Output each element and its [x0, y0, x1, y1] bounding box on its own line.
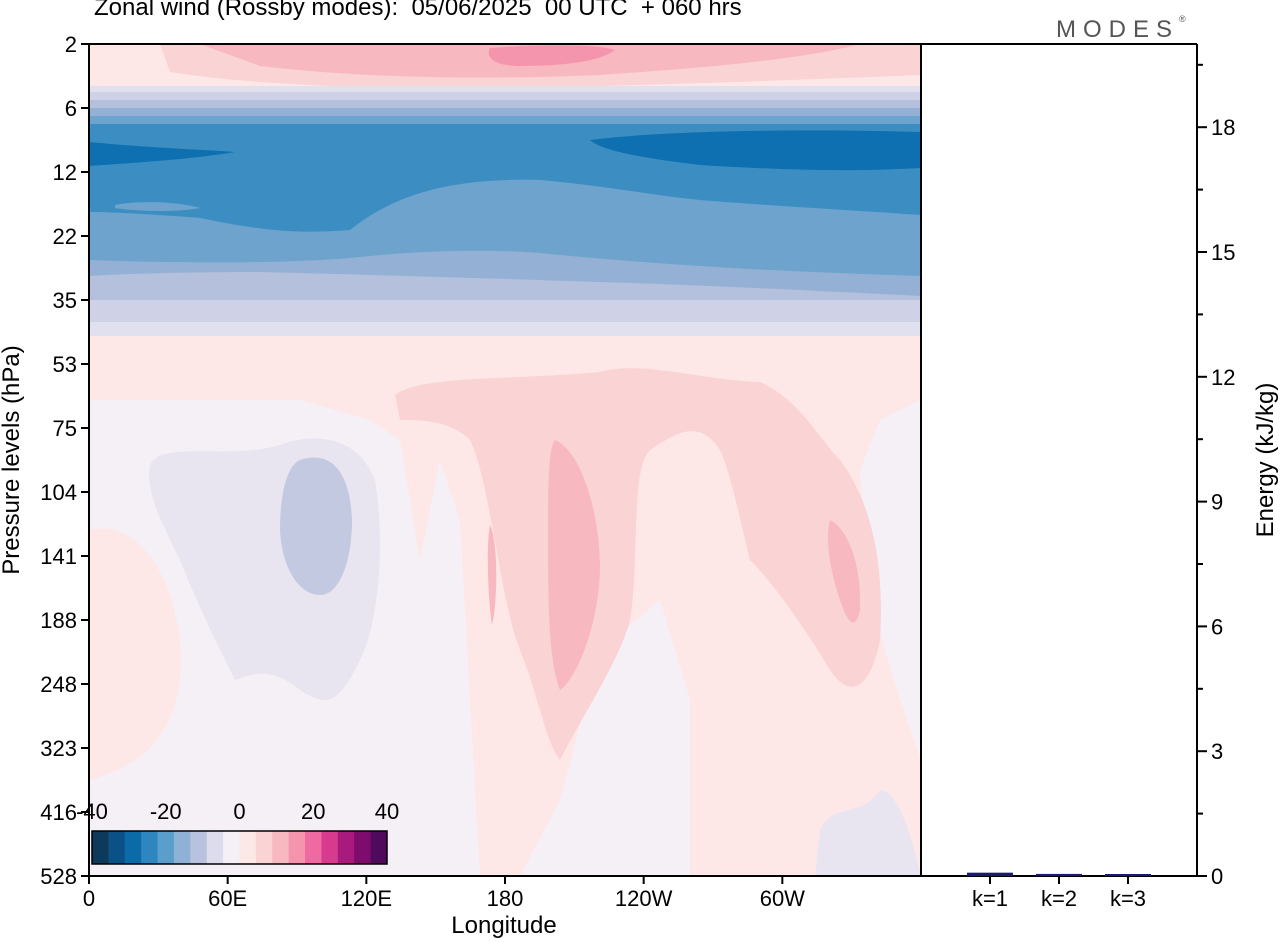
energy-tick-label: 9: [1211, 490, 1223, 515]
contour-weak-west-1: [89, 330, 921, 876]
y-tick-label: 75: [53, 416, 77, 441]
y-tick-label: 248: [40, 672, 77, 697]
colorbar-tick-label: 40: [375, 799, 399, 824]
contour-east-2: [280, 457, 352, 595]
energy-tick-label: 18: [1211, 115, 1235, 140]
chart-title: Zonal wind (Rossby modes): 05/06/2025 00…: [94, 0, 742, 21]
contour-east-band-8: [115, 202, 200, 211]
registered-mark: ®: [1179, 14, 1186, 24]
colorbar-tick-label: -20: [150, 799, 182, 824]
x-axis-label: Longitude: [451, 912, 557, 939]
energy-tick-label: 3: [1211, 739, 1223, 764]
x-tick-label: 120W: [615, 886, 673, 911]
bar-label: k=3: [1110, 886, 1146, 911]
x-tick-label: 120E: [341, 886, 392, 911]
colorbar-swatch: [337, 831, 355, 864]
y-tick-label: 416: [40, 800, 77, 825]
colorbar-swatch: [272, 831, 290, 864]
colorbar-swatch: [370, 831, 388, 864]
colorbar: -40 -20 0 20 40: [76, 799, 399, 865]
colorbar-swatch: [157, 831, 175, 864]
colorbar-swatch: [124, 831, 142, 864]
y-tick-label: 2: [65, 32, 77, 57]
y-tick-label: 53: [53, 352, 77, 377]
colorbar-swatch: [173, 831, 191, 864]
contour-weak-east-2: [815, 790, 921, 876]
energy-tick-label: 12: [1211, 365, 1235, 390]
contour-west-3c: [487, 525, 497, 625]
y-tick-label: 323: [40, 736, 77, 761]
colorbar-swatch: [288, 831, 306, 864]
colorbar-tick-label: 20: [301, 799, 325, 824]
colorbar-swatch: [108, 831, 126, 864]
energy-tick-label: 15: [1211, 240, 1235, 265]
colorbar-swatch: [354, 831, 372, 864]
logo-text: MODES: [1056, 16, 1180, 43]
zonal-wind-field: [89, 44, 921, 876]
contour-east-band-6: [89, 142, 235, 166]
modes-logo: MODES®: [1056, 14, 1186, 44]
energy-bar: [967, 872, 1013, 876]
x-tick-label: 180: [487, 886, 524, 911]
contour-weak-west-2: [89, 528, 181, 780]
contour-west-2: [395, 368, 881, 760]
x-tick-label: 60E: [208, 886, 247, 911]
bar-label: k=1: [972, 886, 1008, 911]
pressure-ticks: 2 6 12 22 35 53 75 104 141 188 248 323 416 528: [40, 32, 89, 889]
contour-strat-3: [488, 45, 615, 66]
y-tick-label: 188: [40, 608, 77, 633]
y-tick-label: 6: [65, 96, 77, 121]
energy-bar: [1105, 874, 1151, 876]
energy-ticks: 0 3 6 9 12 15 18: [1197, 63, 1235, 889]
colorbar-swatch: [206, 831, 224, 864]
colorbar-frame: [91, 830, 388, 865]
contour-west-3a: [548, 440, 600, 690]
energy-tick-label: 6: [1211, 614, 1223, 639]
bar-label: k=2: [1041, 886, 1077, 911]
y-tick-label: 22: [53, 224, 77, 249]
y-tick-label: 12: [53, 160, 77, 185]
contour-west-3b: [828, 520, 861, 623]
colorbar-swatch: [239, 831, 257, 864]
y-tick-label: 104: [40, 480, 77, 505]
colorbar-swatch: [223, 831, 240, 864]
colorbar-swatch: [255, 831, 273, 864]
y-tick-label: 35: [53, 288, 77, 313]
y-tick-label: 141: [40, 544, 77, 569]
x-tick-label: 60W: [760, 886, 805, 911]
energy-bar: [1036, 873, 1082, 876]
longitude-ticks: 0 60E 120E 180 120W 60W: [83, 876, 805, 911]
x-tick-label: 0: [83, 886, 95, 911]
colorbar-swatch: [321, 831, 339, 864]
colorbar-swatch: [92, 831, 109, 864]
y-tick-label: 528: [40, 864, 77, 889]
energy-bars: k=1 k=2 k=3: [967, 872, 1151, 911]
contour-east-band-7: [590, 130, 921, 171]
colorbar-swatch: [141, 831, 159, 864]
energy-tick-label: 0: [1211, 864, 1223, 889]
colorbar-tick-label: -40: [76, 799, 108, 824]
colorbar-tick-label: 0: [233, 799, 245, 824]
colorbar-swatch: [305, 831, 322, 864]
colorbar-swatch: [190, 831, 208, 864]
